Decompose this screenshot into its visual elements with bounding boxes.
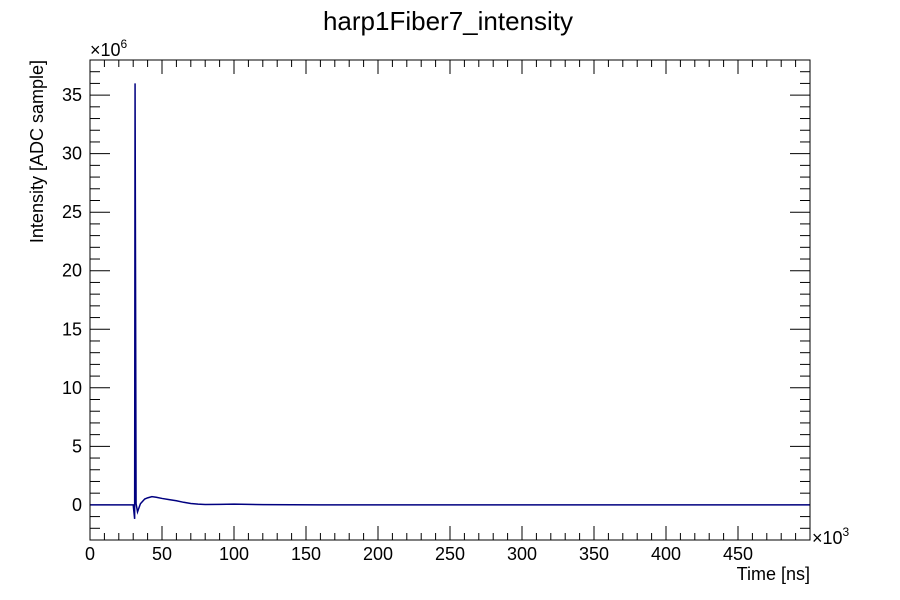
x-multiplier-exponent: 3 [843, 525, 850, 539]
series-line-0 [90, 83, 810, 520]
y-axis-multiplier: ×106 [90, 37, 128, 60]
x-multiplier-base: ×10 [812, 528, 843, 548]
y-multiplier-exponent: 6 [121, 37, 128, 51]
y-tick-label: 15 [62, 319, 82, 339]
axis-ticks [89, 59, 811, 541]
x-tick-label: 100 [219, 544, 249, 564]
chart-title: harp1Fiber7_intensity [323, 6, 573, 36]
y-tick-label: 10 [62, 378, 82, 398]
x-tick-label: 400 [651, 544, 681, 564]
x-tick-label: 350 [579, 544, 609, 564]
x-tick-label: 50 [152, 544, 172, 564]
y-tick-label: 20 [62, 261, 82, 281]
y-axis-title: Intensity [ADC sample] [27, 60, 47, 243]
x-tick-label: 450 [723, 544, 753, 564]
x-tick-label: 250 [435, 544, 465, 564]
plot-area [90, 83, 810, 520]
y-multiplier-base: ×10 [90, 40, 121, 60]
y-tick-label: 0 [72, 495, 82, 515]
axis-tick-labels: 0 50 100 150 200 250 300 350 400 450 0 5 10 15 20 25 30 3… [62, 85, 753, 564]
y-tick-label: 25 [62, 202, 82, 222]
x-axis-multiplier: ×103 [812, 525, 850, 548]
x-tick-label: 300 [507, 544, 537, 564]
y-tick-label: 30 [62, 144, 82, 164]
x-tick-label: 150 [291, 544, 321, 564]
x-tick-label: 0 [85, 544, 95, 564]
y-tick-label: 5 [72, 436, 82, 456]
x-tick-label: 200 [363, 544, 393, 564]
plot-frame [89, 59, 811, 541]
y-tick-label: 35 [62, 85, 82, 105]
x-axis-title: Time [ns] [737, 564, 810, 584]
